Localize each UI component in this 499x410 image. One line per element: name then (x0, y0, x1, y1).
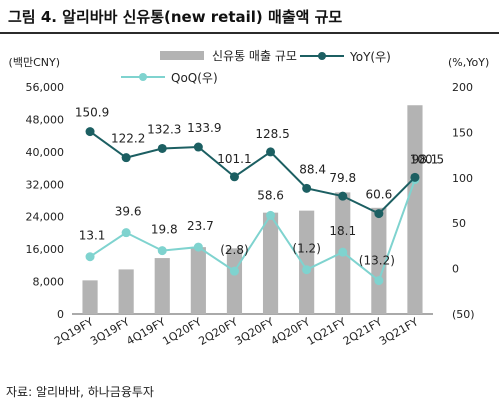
yoy-data-label: 122.2 (111, 132, 145, 146)
y-left-tick-label: 16,000 (26, 243, 65, 256)
x-tick-label: 3Q21FY (377, 315, 421, 348)
y-left-axis-label: (백만CNY) (9, 56, 60, 69)
legend-qoq-marker (139, 73, 147, 81)
bar (82, 280, 98, 314)
yoy-data-label: 79.8 (329, 171, 356, 185)
y-left-tick-label: 56,000 (26, 81, 65, 94)
legend-bar-swatch (160, 51, 204, 60)
qoq-data-label: 13.1 (79, 229, 106, 243)
x-tick-label: 4Q19FY (124, 315, 168, 348)
bar (118, 269, 134, 314)
legend-qoq-label: QoQ(우) (171, 71, 218, 85)
yoy-point (302, 183, 312, 193)
bar (190, 247, 206, 314)
qoq-point (302, 265, 312, 275)
bar (299, 210, 315, 314)
y-right-tick-label: 50 (452, 217, 466, 230)
qoq-point (85, 252, 95, 262)
qoq-data-label: (13.2) (359, 254, 395, 268)
y-right-tick-label: 150 (452, 126, 473, 139)
x-tick-label: 1Q20FY (160, 315, 204, 348)
qoq-point (338, 247, 348, 257)
y-left-tick-label: 48,000 (26, 113, 65, 126)
y-right-tick-label: 100 (452, 172, 473, 185)
y-left-tick-label: 32,000 (26, 178, 65, 191)
yoy-point (374, 209, 384, 219)
qoq-data-label: 98.1 (412, 153, 439, 167)
legend-yoy-marker (318, 52, 326, 60)
x-tick-label: 2Q20FY (196, 315, 240, 348)
y-right-tick-label: (50) (452, 308, 475, 321)
y-right-axis-label: (%,YoY) (448, 56, 489, 69)
bar (371, 207, 387, 314)
source-note: 자료: 알리바바, 하나금융투자 (6, 385, 154, 399)
x-tick-label: 2Q21FY (341, 315, 385, 348)
yoy-data-label: 101.1 (217, 152, 251, 166)
y-left-tick-label: 24,000 (26, 211, 65, 224)
bar (407, 105, 423, 314)
qoq-data-label: 18.1 (329, 224, 356, 238)
y-left-tick-label: 0 (57, 308, 64, 321)
x-tick-label: 3Q19FY (88, 315, 132, 348)
yoy-data-label: 88.4 (299, 162, 326, 176)
qoq-point (229, 266, 239, 276)
y-left-tick-label: 8,000 (33, 276, 65, 289)
qoq-point (157, 246, 167, 256)
x-tick-label: 3Q20FY (233, 315, 277, 348)
yoy-data-label: 100.5 (410, 152, 444, 166)
legend-bar-label: 신유통 매출 규모 (212, 49, 297, 63)
qoq-point (266, 210, 276, 220)
x-tick-label: 4Q20FY (269, 315, 313, 348)
qoq-data-label: 19.8 (151, 223, 178, 237)
yoy-data-label: 60.6 (365, 188, 392, 202)
legend-yoy-label: YoY(우) (349, 50, 391, 64)
yoy-line (89, 130, 416, 215)
qoq-line (89, 179, 416, 283)
yoy-point (229, 172, 239, 182)
y-right-tick-label: 200 (452, 81, 473, 94)
bar (262, 212, 279, 314)
chart-title: 그림 4. 알리바바 신유통(new retail) 매출액 규모 (8, 8, 343, 26)
qoq-point (374, 276, 384, 286)
title-rule (0, 32, 499, 34)
qoq-data-label: (2.8) (220, 243, 248, 257)
bar (154, 258, 170, 314)
yoy-point (338, 191, 348, 201)
qoq-point (121, 228, 131, 238)
qoq-data-label: 23.7 (187, 219, 214, 233)
bar (226, 248, 243, 314)
yoy-data-label: 133.9 (187, 121, 221, 135)
yoy-point (410, 172, 420, 182)
yoy-point (193, 142, 203, 152)
qoq-point (193, 242, 203, 252)
qoq-data-label: 58.6 (257, 188, 284, 202)
yoy-data-label: 150.9 (75, 106, 109, 120)
yoy-data-label: 128.5 (255, 127, 289, 141)
yoy-point (121, 153, 131, 163)
yoy-point (266, 147, 276, 157)
yoy-point (157, 143, 167, 153)
qoq-data-label: 39.6 (115, 205, 142, 219)
yoy-point (85, 127, 95, 137)
qoq-data-label: (1.2) (292, 242, 320, 256)
y-left-tick-label: 40,000 (26, 146, 65, 159)
x-tick-label: 1Q21FY (305, 315, 349, 348)
yoy-data-label: 132.3 (147, 122, 181, 136)
chart: (백만CNY) 0 8,000 16,000 24,000 32,000 40,000 48,… (9, 49, 490, 348)
y-right-tick-label: 0 (452, 263, 459, 276)
